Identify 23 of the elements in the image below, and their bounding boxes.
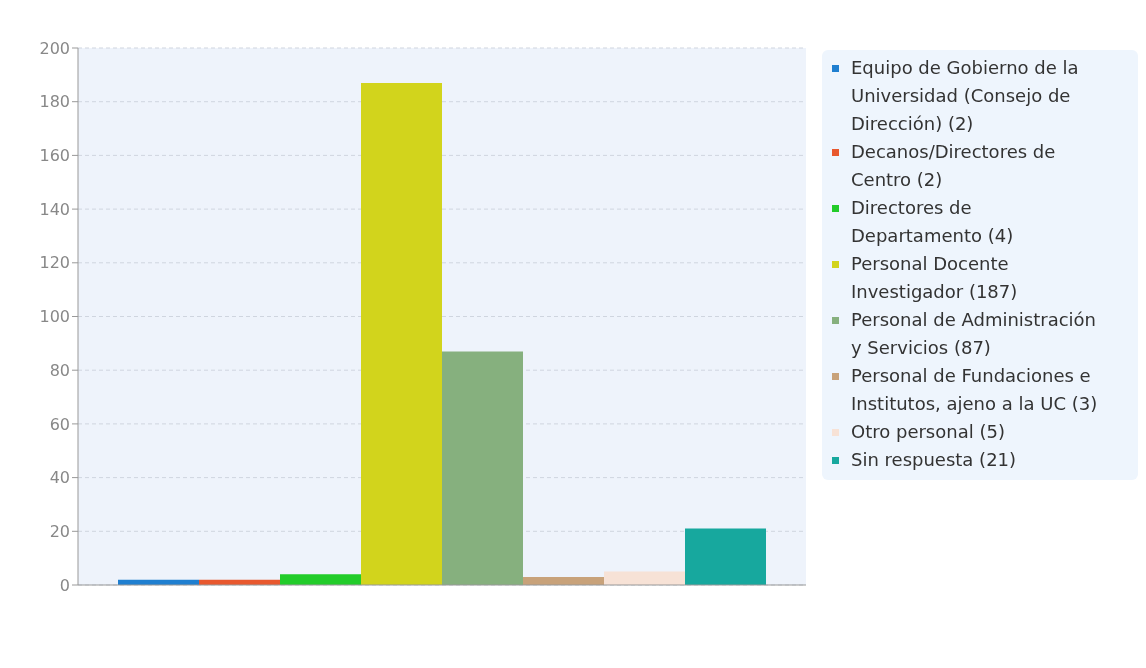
- y-tick-label: 40: [49, 468, 70, 488]
- y-tick-label: 60: [49, 414, 70, 434]
- y-tick-label: 200: [39, 38, 70, 58]
- y-tick-label: 120: [39, 253, 70, 273]
- legend-label: Personal de Fundaciones e Institutos, ajeno a la UC (3): [851, 364, 1099, 416]
- legend-label: Equipo de Gobierno de la Universidad (Consejo de Dirección) (2): [851, 56, 1080, 136]
- legend-label: Decanos/Directores de Centro (2): [851, 140, 1057, 192]
- bar: [685, 528, 766, 585]
- bar: [442, 351, 523, 585]
- legend-label: Personal de Administración y Servicios (87): [851, 308, 1097, 360]
- legend-label: Directores de Departamento (4): [851, 196, 1015, 248]
- y-tick-label: 20: [49, 521, 70, 541]
- y-tick-label: 180: [39, 92, 70, 112]
- legend-label: Sin respuesta (21): [851, 448, 1018, 472]
- y-tick-label: 140: [39, 199, 70, 219]
- y-tick-label: 80: [49, 360, 70, 380]
- legend-label: Otro personal (5): [851, 420, 1006, 444]
- y-tick-label: 160: [39, 146, 70, 166]
- legend-label: Personal Docente Investigador (187): [851, 252, 1019, 304]
- bar: [280, 574, 361, 585]
- y-tick-label: 0: [59, 575, 70, 595]
- bar: [361, 82, 442, 585]
- y-tick-label: 100: [39, 307, 70, 327]
